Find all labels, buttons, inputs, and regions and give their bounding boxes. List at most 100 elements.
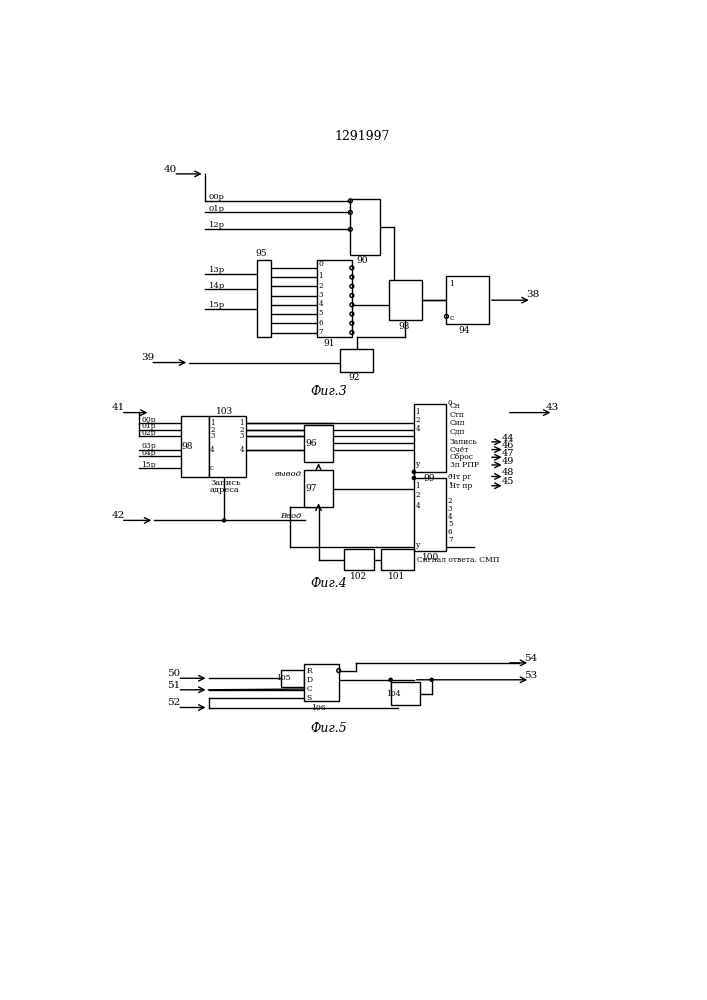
Text: 90: 90 bbox=[356, 256, 368, 265]
Text: 3: 3 bbox=[448, 505, 452, 513]
Text: 4: 4 bbox=[448, 513, 452, 521]
Text: 40: 40 bbox=[163, 165, 177, 174]
Text: 41: 41 bbox=[112, 403, 125, 412]
Text: Сдп: Сдп bbox=[450, 428, 465, 436]
Text: 42: 42 bbox=[112, 511, 125, 520]
Text: 93: 93 bbox=[398, 322, 410, 331]
Circle shape bbox=[412, 477, 416, 480]
Text: Стп: Стп bbox=[450, 411, 464, 419]
Text: Зп РПР: Зп РПР bbox=[450, 461, 479, 469]
Text: 102: 102 bbox=[351, 572, 368, 581]
Text: 99: 99 bbox=[423, 474, 435, 483]
Text: 1: 1 bbox=[240, 419, 244, 427]
Text: Чт пр: Чт пр bbox=[450, 482, 472, 490]
Text: 04р: 04р bbox=[141, 449, 156, 457]
Text: 01р: 01р bbox=[141, 422, 156, 430]
Text: 2: 2 bbox=[448, 497, 452, 505]
Text: 03р: 03р bbox=[141, 442, 156, 450]
Text: 5: 5 bbox=[319, 309, 323, 317]
Text: 53: 53 bbox=[524, 671, 537, 680]
Bar bbox=[281, 670, 304, 687]
Circle shape bbox=[389, 678, 392, 681]
Text: 1: 1 bbox=[416, 482, 420, 490]
Text: 00р: 00р bbox=[141, 416, 156, 424]
Text: 4: 4 bbox=[416, 425, 420, 433]
Text: 91: 91 bbox=[323, 339, 334, 348]
Text: 96: 96 bbox=[306, 439, 317, 448]
Text: c: c bbox=[210, 464, 214, 472]
Text: Запись: Запись bbox=[210, 479, 240, 487]
Bar bbox=[317, 260, 352, 337]
Text: 54: 54 bbox=[524, 654, 537, 663]
Text: 2: 2 bbox=[210, 426, 214, 434]
Text: 13р: 13р bbox=[209, 266, 225, 274]
Text: 1: 1 bbox=[450, 280, 455, 288]
Text: адреса: адреса bbox=[210, 486, 240, 494]
Text: c: c bbox=[450, 314, 454, 322]
Text: 101: 101 bbox=[387, 572, 405, 581]
Text: 6: 6 bbox=[448, 528, 452, 536]
Text: вывод: вывод bbox=[274, 470, 301, 478]
Text: 4: 4 bbox=[416, 502, 420, 510]
Bar bbox=[304, 470, 333, 507]
Text: 0: 0 bbox=[448, 399, 452, 407]
Text: 00р: 00р bbox=[209, 193, 224, 201]
Text: 7: 7 bbox=[319, 328, 323, 336]
Text: 4: 4 bbox=[240, 446, 244, 454]
Text: Фиг.5: Фиг.5 bbox=[310, 722, 347, 735]
Text: 47: 47 bbox=[502, 449, 515, 458]
Bar bbox=[414, 404, 446, 472]
Text: 39: 39 bbox=[141, 353, 154, 362]
Text: 103: 103 bbox=[216, 407, 233, 416]
Text: 1: 1 bbox=[319, 272, 323, 280]
Text: 4: 4 bbox=[319, 300, 323, 308]
Text: 106: 106 bbox=[312, 704, 326, 712]
Text: 15р: 15р bbox=[209, 301, 225, 309]
Text: 100: 100 bbox=[421, 553, 439, 562]
Text: 46: 46 bbox=[502, 441, 515, 450]
Text: 104: 104 bbox=[387, 690, 401, 698]
Text: 52: 52 bbox=[168, 698, 181, 707]
Text: C: C bbox=[306, 685, 312, 693]
Text: 0: 0 bbox=[319, 260, 323, 268]
Bar bbox=[257, 260, 271, 337]
Text: Фиг.4: Фиг.4 bbox=[310, 577, 347, 590]
Text: 49: 49 bbox=[502, 457, 515, 466]
Text: 1: 1 bbox=[416, 408, 420, 416]
Text: 1291997: 1291997 bbox=[334, 130, 390, 143]
Text: 14р: 14р bbox=[209, 282, 225, 290]
Text: S: S bbox=[306, 694, 311, 702]
Text: 3: 3 bbox=[319, 291, 323, 299]
Text: 1: 1 bbox=[210, 419, 214, 427]
Text: 15р: 15р bbox=[141, 461, 156, 469]
Text: Сип: Сип bbox=[450, 419, 465, 427]
Text: Сброс: Сброс bbox=[450, 453, 474, 461]
Text: 48: 48 bbox=[502, 468, 515, 477]
Text: 2: 2 bbox=[416, 416, 420, 424]
Bar bbox=[414, 478, 446, 551]
Text: 6: 6 bbox=[319, 319, 323, 327]
Text: 3: 3 bbox=[240, 432, 244, 440]
Text: 12р: 12р bbox=[209, 221, 225, 229]
Text: 105: 105 bbox=[276, 674, 291, 682]
Text: Сн: Сн bbox=[450, 402, 460, 410]
Text: Запись: Запись bbox=[450, 438, 477, 446]
Text: 98: 98 bbox=[182, 442, 193, 451]
Bar bbox=[340, 349, 373, 372]
Text: 1: 1 bbox=[448, 482, 452, 490]
Text: Фиг.3: Фиг.3 bbox=[310, 385, 347, 398]
Text: 4: 4 bbox=[210, 446, 214, 454]
Text: 94: 94 bbox=[458, 326, 469, 335]
Text: 7: 7 bbox=[448, 536, 452, 544]
Text: Ввод: Ввод bbox=[281, 512, 302, 520]
Text: y: y bbox=[416, 541, 420, 549]
Text: 01р: 01р bbox=[209, 205, 225, 213]
Text: Счёт: Счёт bbox=[450, 446, 469, 454]
Text: 51: 51 bbox=[168, 681, 181, 690]
Text: R: R bbox=[306, 667, 312, 675]
Bar bbox=[344, 549, 373, 570]
Text: 3: 3 bbox=[210, 432, 214, 440]
Circle shape bbox=[430, 678, 433, 681]
Text: 45: 45 bbox=[502, 477, 515, 486]
Circle shape bbox=[223, 519, 226, 522]
